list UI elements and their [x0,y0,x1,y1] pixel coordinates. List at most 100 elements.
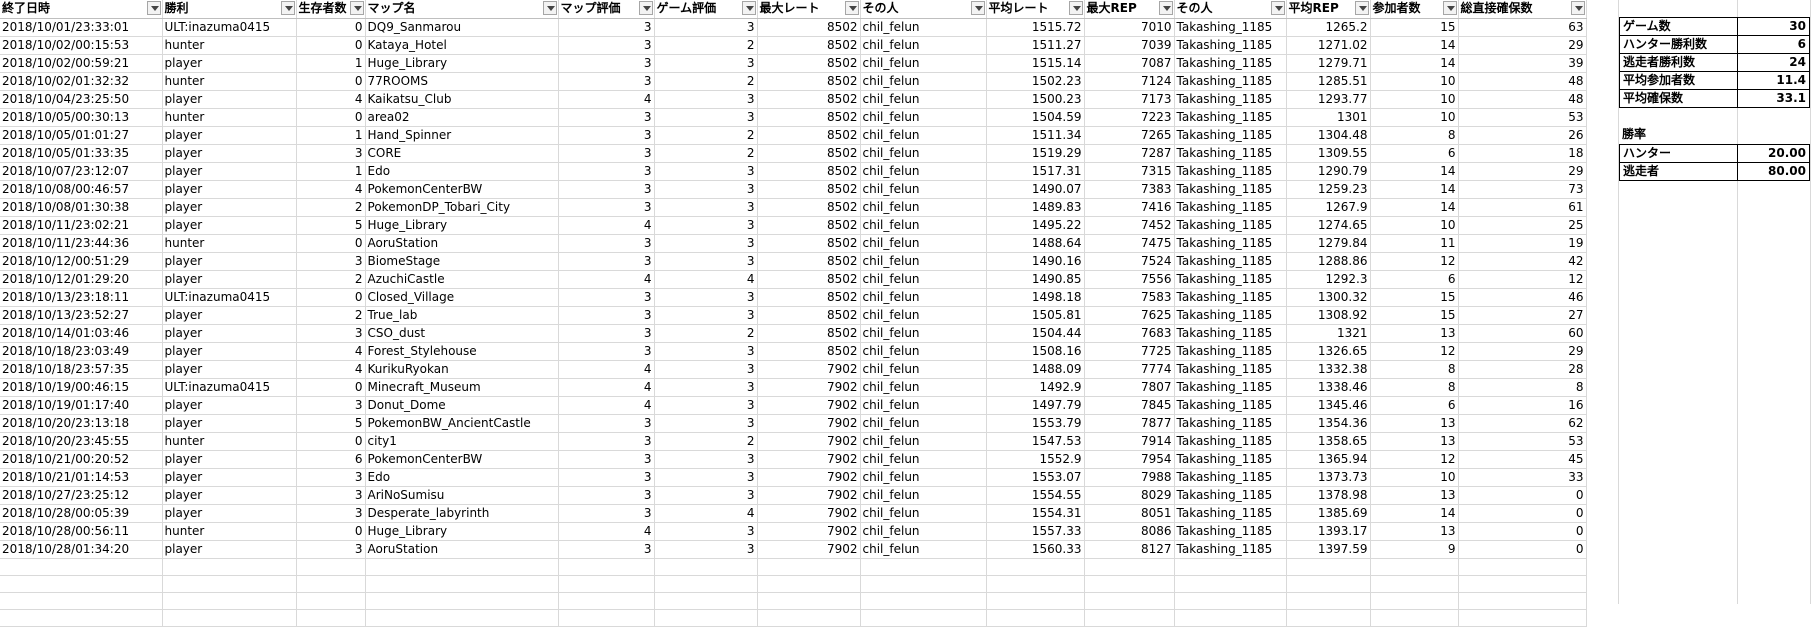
table-cell[interactable]: 62 [1458,414,1587,433]
empty-cell[interactable] [757,558,861,576]
empty-cell[interactable] [1084,592,1175,610]
table-cell[interactable]: 53 [1458,108,1587,127]
empty-cell[interactable] [162,558,297,576]
table-cell[interactable]: player [162,144,297,163]
summary-value[interactable]: 11.4 [1737,71,1810,90]
table-cell[interactable]: 8502 [757,36,861,55]
table-cell[interactable]: 4 [558,396,655,415]
table-cell[interactable]: Takashing_1185 [1174,504,1287,523]
table-cell[interactable]: player [162,162,297,181]
table-cell[interactable]: 2018/10/21/01:14:53 [0,468,163,487]
empty-cell[interactable] [654,558,758,576]
summary-label[interactable]: 平均参加者数 [1619,71,1738,90]
summary-value[interactable]: 6 [1737,35,1810,54]
table-cell[interactable]: 14 [1370,198,1459,217]
empty-cell[interactable] [0,575,163,593]
table-cell[interactable]: 1508.16 [986,342,1085,361]
table-cell[interactable]: Takashing_1185 [1174,522,1287,541]
table-cell[interactable]: 45 [1458,450,1587,469]
table-cell[interactable]: 8 [1458,378,1587,397]
table-cell[interactable]: 7902 [757,360,861,379]
table-cell[interactable]: 2018/10/02/00:15:53 [0,36,163,55]
table-cell[interactable]: 2 [654,36,758,55]
filter-dropdown-icon[interactable] [638,1,653,15]
table-cell[interactable]: 1 [296,54,366,73]
table-cell[interactable]: 3 [296,324,366,343]
table-cell[interactable]: 2018/10/20/23:13:18 [0,414,163,433]
table-cell[interactable]: area02 [365,108,559,127]
table-cell[interactable]: 1393.17 [1286,522,1371,541]
summary-value[interactable]: 30 [1737,17,1810,36]
empty-cell[interactable] [365,575,559,593]
table-cell[interactable]: 0 [296,432,366,451]
empty-cell[interactable] [558,592,655,610]
table-cell[interactable]: 29 [1458,162,1587,181]
table-cell[interactable]: 1505.81 [986,306,1085,325]
table-cell[interactable]: 1267.9 [1286,198,1371,217]
table-cell[interactable]: Takashing_1185 [1174,18,1287,37]
table-cell[interactable]: 8502 [757,342,861,361]
table-cell[interactable]: 2018/10/21/00:20:52 [0,450,163,469]
table-cell[interactable]: 8086 [1084,522,1175,541]
table-cell[interactable]: chil_felun [860,234,987,253]
empty-cell[interactable] [860,592,987,610]
table-cell[interactable]: 2018/10/11/23:02:21 [0,216,163,235]
table-cell[interactable]: 0 [1458,540,1587,559]
table-cell[interactable]: 1504.44 [986,324,1085,343]
table-cell[interactable]: 3 [654,180,758,199]
table-cell[interactable]: 1554.31 [986,504,1085,523]
filter-dropdown-icon[interactable] [741,1,756,15]
table-cell[interactable]: Takashing_1185 [1174,378,1287,397]
table-cell[interactable]: player [162,360,297,379]
table-cell[interactable]: 3 [296,396,366,415]
table-cell[interactable]: 1547.53 [986,432,1085,451]
summary-label[interactable]: ハンター [1619,144,1738,163]
table-cell[interactable]: 1488.09 [986,360,1085,379]
table-cell[interactable]: 3 [558,468,655,487]
table-cell[interactable]: Huge_Library [365,522,559,541]
table-cell[interactable]: chil_felun [860,72,987,91]
table-cell[interactable]: 3 [558,504,655,523]
table-cell[interactable]: 2018/10/12/00:51:29 [0,252,163,271]
table-cell[interactable]: 1498.18 [986,288,1085,307]
table-cell[interactable]: PokemonBW_AncientCastle [365,414,559,433]
table-cell[interactable]: 7902 [757,432,861,451]
table-cell[interactable]: 8502 [757,72,861,91]
table-cell[interactable]: 1517.31 [986,162,1085,181]
table-cell[interactable]: 3 [558,54,655,73]
table-cell[interactable]: 2018/10/19/01:17:40 [0,396,163,415]
table-cell[interactable]: 1292.3 [1286,270,1371,289]
table-cell[interactable]: 7845 [1084,396,1175,415]
table-cell[interactable]: 1358.65 [1286,432,1371,451]
table-cell[interactable]: Takashing_1185 [1174,216,1287,235]
table-cell[interactable]: 1373.73 [1286,468,1371,487]
table-cell[interactable]: 6 [1370,144,1459,163]
table-cell[interactable]: 3 [296,504,366,523]
table-cell[interactable]: 8502 [757,270,861,289]
table-cell[interactable]: 1321 [1286,324,1371,343]
table-cell[interactable]: 4 [558,378,655,397]
table-cell[interactable]: hunter [162,36,297,55]
summary-label[interactable]: 平均確保数 [1619,89,1738,108]
table-cell[interactable]: 8502 [757,288,861,307]
table-cell[interactable]: 1345.46 [1286,396,1371,415]
empty-cell[interactable] [0,558,163,576]
table-cell[interactable]: 2018/10/11/23:44:36 [0,234,163,253]
table-cell[interactable]: 3 [558,432,655,451]
table-cell[interactable]: chil_felun [860,270,987,289]
empty-cell[interactable] [860,609,987,627]
table-cell[interactable]: 19 [1458,234,1587,253]
table-cell[interactable]: hunter [162,72,297,91]
table-cell[interactable]: Takashing_1185 [1174,342,1287,361]
table-cell[interactable]: 1285.51 [1286,72,1371,91]
table-cell[interactable]: 3 [654,288,758,307]
table-cell[interactable]: 1490.85 [986,270,1085,289]
empty-cell[interactable] [1174,558,1287,576]
table-cell[interactable]: 7877 [1084,414,1175,433]
empty-cell[interactable] [1370,592,1459,610]
table-cell[interactable]: 3 [654,540,758,559]
table-cell[interactable]: 4 [654,504,758,523]
table-cell[interactable]: 4 [296,360,366,379]
table-cell[interactable]: Takashing_1185 [1174,360,1287,379]
table-cell[interactable]: chil_felun [860,540,987,559]
